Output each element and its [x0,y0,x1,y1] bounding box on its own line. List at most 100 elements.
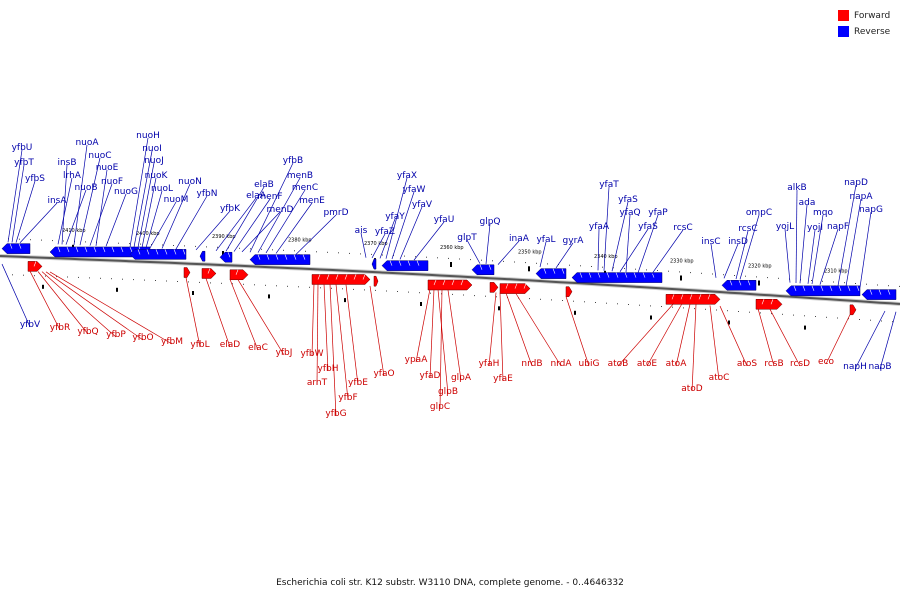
reverse-gene-label-yfaZ-leader [371,233,386,259]
dot-tick [162,244,163,246]
dot-tick [195,245,196,247]
forward-gene-label-glpB: glpB [438,387,458,397]
dot-tick [217,246,218,248]
scale-tick-label: 2350 kbp [518,249,542,255]
reverse-gene-label-napB: napB [868,362,891,372]
gene-boundary [579,272,583,278]
forward-gene-label-ubiG-leader [565,296,590,367]
dot-tick [232,283,233,285]
reverse-gene-label-yojI: yojI [807,223,823,233]
gene-boundary [18,243,22,249]
reverse-gene-label-napH-leader [854,310,886,370]
forward-gene-label-atoS-leader [719,305,748,367]
gene-boundary [505,283,509,289]
reverse-gene-label-yfbS-leader [15,180,36,243]
reverse-gene-label-mqo-leader [811,214,824,285]
scale-tick [804,325,806,330]
scale-tick-label: 2360 kbp [440,245,464,251]
dot-tick [745,275,746,277]
dot-tick [364,289,365,291]
forward-gene-label-arnT-leader [316,283,319,386]
gene-boundary [9,243,13,249]
reverse-gene-label-yfaP: yfaP [648,208,668,218]
forward-gene-label-yfbR: yfbR [50,323,70,333]
reverse-gene-label-yfaA-leader [597,228,600,271]
reverse-gene-label-yfaT-leader [603,186,610,271]
reverse-gene-label-yfaT: yfaT [599,180,619,190]
reverse-gene-label-nuoH-leader [129,137,149,248]
forward-gene-label-yfbG-leader [329,283,337,417]
reverse-gene-label-nuoM: nuoM [164,195,189,205]
dot-tick [129,243,130,245]
reverse-gene-label-nuoE: nuoE [96,163,119,173]
reverse-gene-label-menF-leader [233,198,271,252]
reverse-gene-label-yojL: yojL [776,222,794,232]
reverse-gene-label-nuoB: nuoB [74,183,97,193]
gene-boundary [227,252,231,258]
gene-boundary [479,264,483,270]
gene-boundary [615,272,619,278]
reverse-gene-label-insB-leader [61,164,68,245]
reverse-gene-label-yfbV-leader [1,263,31,328]
scale-tick-label: 2390 kbp [212,234,236,240]
dot-tick [470,259,471,261]
dot-tick [738,311,739,312]
forward-gene-label-yfbJ-leader [237,279,285,356]
reverse-gene-label-nuoI-leader [133,150,153,248]
reverse-gene-label-nuoJ-leader [137,162,155,248]
gene-boundary [770,299,774,305]
gene-boundary [442,279,446,286]
dot-tick [199,281,200,283]
reverse-gene-label-glpQ-leader [485,223,491,264]
reverse-gene-label-yfaS: yfaS [638,222,658,232]
gene-boundary [317,274,321,280]
dot-tick [111,278,112,280]
reverse-gene-block [571,272,663,283]
reverse-gene-label-alkB-leader [795,189,798,284]
gene-boundary [869,289,873,295]
dot-tick [866,283,867,285]
gene-boundary [838,285,842,291]
reverse-gene-label-yfaX-leader [385,177,408,259]
reverse-gene-label-nuoF: nuoF [101,177,123,187]
reverse-gene-label-gyrA: gyrA [563,236,585,246]
dot-tick [888,285,889,287]
dot-tick [734,275,735,276]
dot-tick [177,281,178,282]
scale-tick-label: 2310 kbp [824,269,848,275]
gene-boundary [335,274,339,280]
gene-boundary [66,246,70,253]
gene-boundary [707,294,711,300]
dot-tick [727,310,728,312]
forward-gene-label-yfaO-leader [369,285,385,377]
reverse-gene-label-glpQ: glpQ [479,217,500,227]
dot-tick [701,272,702,274]
forward-gene-label-yfbE: yfbE [348,378,368,388]
dot-tick [276,285,277,287]
reverse-gene-label-nuoK: nuoK [145,171,169,181]
gene-boundary [284,254,288,260]
reverse-gene-label-lrhA-leader [57,177,73,245]
dot-tick [551,299,552,301]
reverse-gene-label-yfbN: yfbN [197,189,218,199]
gene-boundary [57,246,61,253]
reverse-gene-label-yfaZ: yfaZ [375,227,395,237]
scale-tick-label: 2320 kbp [748,264,772,270]
reverse-gene-label-nuoM-leader [149,201,177,249]
reverse-gene-label-menE: menE [299,196,325,206]
forward-gene-label-glpA-leader [447,289,462,381]
forward-gene-label-eco-leader [825,314,851,365]
reverse-gene-label-insC: insC [701,237,720,247]
dot-tick [672,306,673,308]
legend-forward: Forward [838,8,890,23]
forward-gene-label-yfbF-leader [335,284,349,401]
forward-gene-block [565,286,573,297]
reverse-gene-block [371,258,377,270]
gene-boundary [680,294,684,300]
reverse-gene-label-insD: insD [728,237,748,247]
forward-gene-label-glpC: glpC [430,402,450,412]
dot-tick [184,245,185,247]
dot-tick [514,261,515,263]
dot-tick [265,284,266,286]
